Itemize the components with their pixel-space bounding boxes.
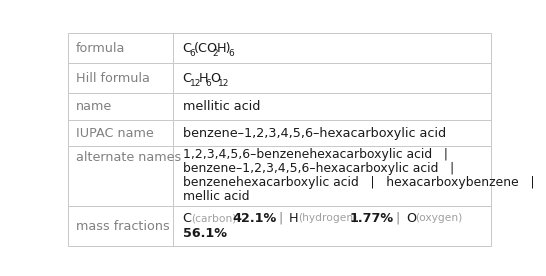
Text: 42.1%: 42.1% <box>233 212 277 225</box>
Text: benzene–1,2,3,4,5,6–hexacarboxylic acid: benzene–1,2,3,4,5,6–hexacarboxylic acid <box>182 126 446 140</box>
Text: 6: 6 <box>228 49 234 58</box>
Text: (oxygen): (oxygen) <box>416 213 462 223</box>
Text: 56.1%: 56.1% <box>182 227 227 240</box>
Text: H: H <box>198 72 208 85</box>
Text: alternate names: alternate names <box>76 151 181 164</box>
Text: benzenehexacarboxylic acid   |   hexacarboxybenzene   |: benzenehexacarboxylic acid | hexacarboxy… <box>182 176 534 189</box>
Text: name: name <box>76 100 112 113</box>
Text: mellitic acid: mellitic acid <box>182 100 260 113</box>
Text: 6: 6 <box>206 79 211 88</box>
Text: H: H <box>289 212 298 225</box>
Text: O: O <box>210 72 221 85</box>
Text: 1,2,3,4,5,6–benzenehexacarboxylic acid   |: 1,2,3,4,5,6–benzenehexacarboxylic acid | <box>182 148 448 161</box>
Text: benzene–1,2,3,4,5,6–hexacarboxylic acid   |: benzene–1,2,3,4,5,6–hexacarboxylic acid … <box>182 163 454 176</box>
Text: Hill formula: Hill formula <box>76 72 150 85</box>
Text: 2: 2 <box>212 49 218 58</box>
Text: formula: formula <box>76 42 125 55</box>
Text: (hydrogen): (hydrogen) <box>298 213 357 223</box>
Text: C: C <box>182 72 192 85</box>
Text: 1.77%: 1.77% <box>350 212 394 225</box>
Text: C: C <box>182 42 192 55</box>
Text: 12: 12 <box>189 79 201 88</box>
Text: |: | <box>267 212 295 225</box>
Text: IUPAC name: IUPAC name <box>76 126 153 140</box>
Text: (CO: (CO <box>194 42 218 55</box>
Text: O: O <box>406 212 416 225</box>
Text: mass fractions: mass fractions <box>76 219 170 232</box>
Text: (carbon): (carbon) <box>191 213 236 223</box>
Text: mellic acid: mellic acid <box>182 190 249 203</box>
Text: C: C <box>182 212 192 225</box>
Text: H): H) <box>217 42 232 55</box>
Text: 6: 6 <box>189 49 195 58</box>
Text: 12: 12 <box>218 79 229 88</box>
Text: |: | <box>384 212 412 225</box>
